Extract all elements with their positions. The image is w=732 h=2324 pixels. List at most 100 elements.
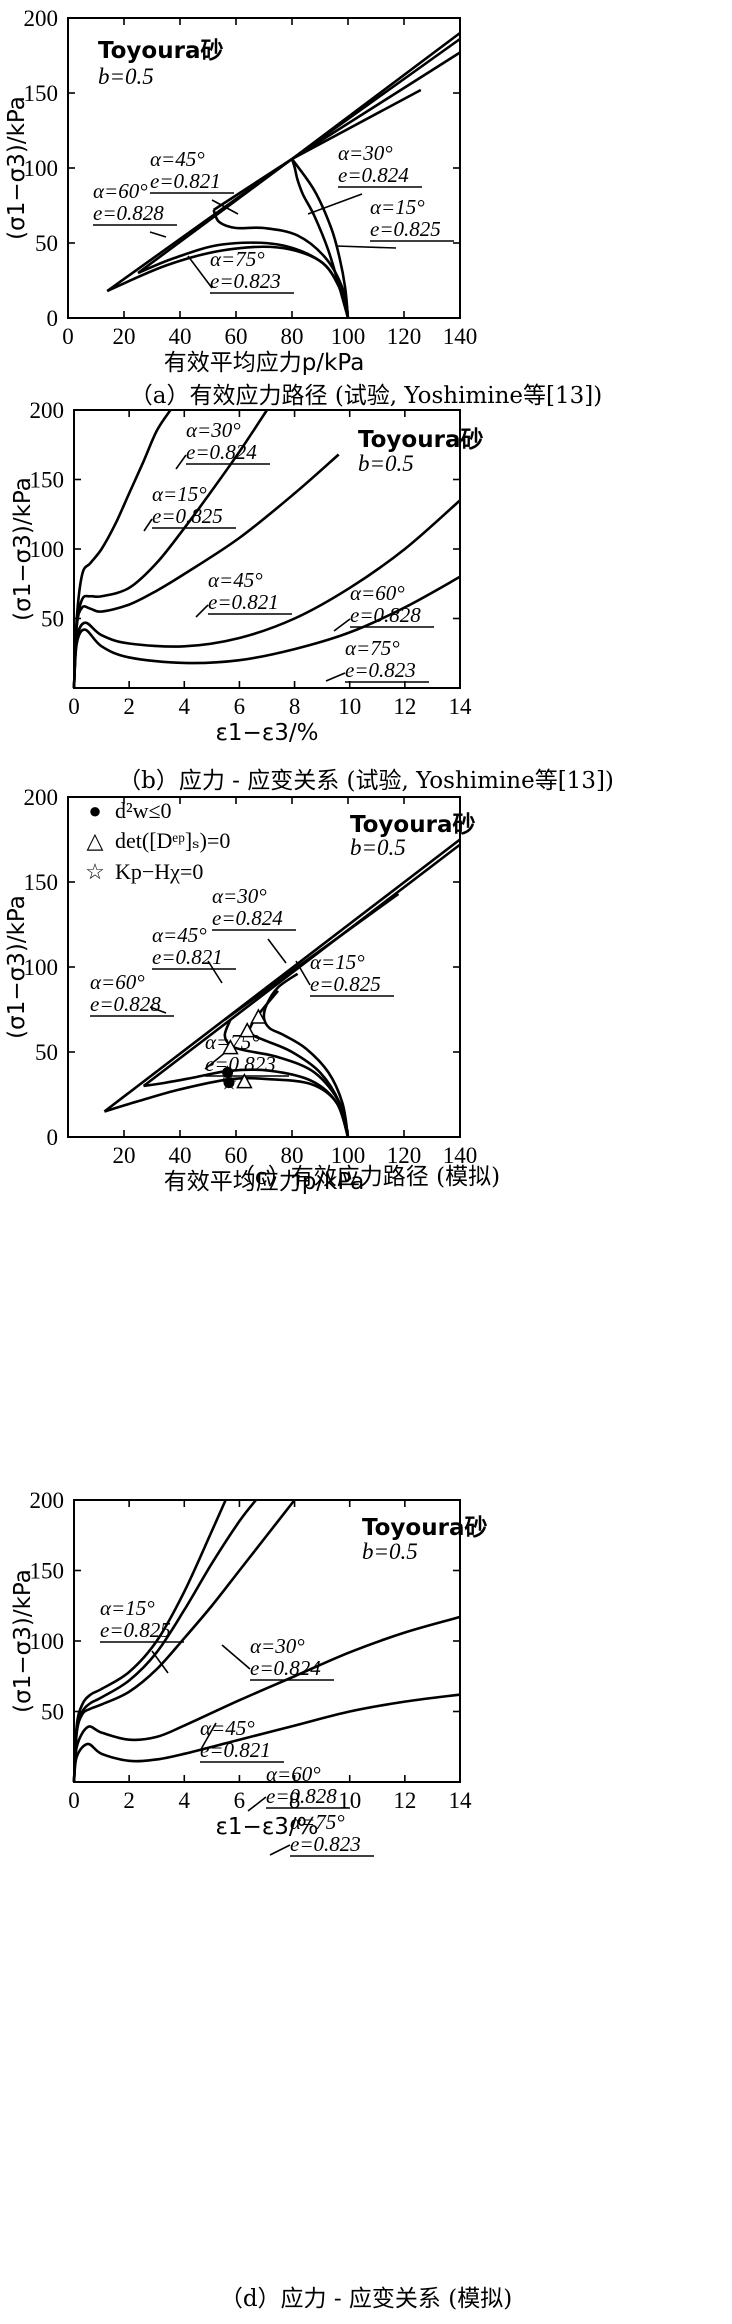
x-tick-label: 40 (169, 324, 192, 349)
series-label-alpha: α=30° (338, 141, 393, 165)
x-tick-label: 4 (179, 1788, 191, 1813)
series-label-leader (269, 1844, 291, 1856)
caption-a: （a）有效应力路径 (试验, Yoshimine等[13]) (129, 383, 603, 409)
y-tick-label: 150 (30, 468, 65, 493)
series-label-alpha: α=75° (290, 1810, 345, 1834)
caption-c: （c）有效应力路径 (模拟) (231, 1164, 501, 1190)
caption-d: （d）应力 - 应变关系 (模拟) (219, 2286, 513, 2312)
x-tick-label: 100 (331, 1143, 366, 1168)
y-axis-label: (σ1−σ3)/kPa (4, 895, 30, 1039)
failure-line (212, 51, 461, 212)
series-label-e: e=0.821 (152, 945, 223, 969)
y-tick-label: 50 (41, 1700, 64, 1725)
series-label-e: e=0.825 (310, 972, 381, 996)
b-label: b=0.5 (350, 835, 406, 860)
series-label-alpha: α=45° (150, 147, 205, 171)
legend-marker: ☆ (85, 859, 105, 884)
x-tick-label: 80 (281, 1143, 304, 1168)
x-tick-label: 120 (387, 324, 422, 349)
series-label-alpha: α=60° (350, 581, 405, 605)
series-label-e: e=0.821 (150, 169, 221, 193)
series-line (72, 1693, 461, 1783)
failure-line (291, 88, 422, 161)
legend-label: Kp−Hχ=0 (115, 859, 203, 884)
x-tick-label: 80 (281, 324, 304, 349)
series-line (72, 1499, 227, 1783)
x-tick-label: 14 (449, 1788, 473, 1813)
x-tick-label: 14 (449, 694, 473, 719)
series-label-leader (149, 231, 167, 238)
failure-line (224, 892, 400, 1021)
series-line (72, 409, 269, 689)
series-line (262, 972, 350, 1138)
series-label-alpha: α=15° (152, 482, 207, 506)
series-label-e: e=0.824 (212, 906, 283, 930)
y-tick-label: 150 (24, 81, 59, 106)
series-label-e: e=0.823 (290, 1832, 361, 1856)
det-marker (250, 1008, 267, 1024)
x-tick-label: 8 (289, 1788, 301, 1813)
caption-b: （b）应力 - 应变关系 (试验, Yoshimine等[13]) (118, 768, 614, 794)
x-tick-label: 6 (234, 1788, 246, 1813)
y-tick-label: 200 (24, 6, 59, 31)
panel-b: 0 2 4 6 8 10 12 14 50 100 150 200 ε1−ε3/% (σ1−σ3)/kPa… (0, 395, 732, 795)
series-label-leader (211, 199, 239, 215)
panel-c: 20 40 60 80 100 120 140 0 50 100 150 200 有效平均应力p/kPa… (0, 785, 732, 1195)
sand-label: Toyoura砂 (350, 812, 475, 838)
x-tick-label: 10 (338, 694, 361, 719)
y-tick-label: 200 (30, 398, 65, 423)
y-tick-label: 0 (47, 306, 59, 331)
series-label-alpha: α=15° (310, 950, 365, 974)
x-tick-label: 0 (68, 694, 80, 719)
series-label-leader (267, 938, 287, 964)
y-tick-label: 100 (30, 537, 65, 562)
x-tick-label: 6 (234, 694, 246, 719)
series-label-e: e=0.823 (210, 269, 281, 293)
series-label-alpha: α=30° (212, 884, 267, 908)
series-label-leader (187, 255, 213, 289)
d2w-marker (222, 1066, 234, 1078)
x-tick-label: 60 (225, 1143, 248, 1168)
x-tick-label: 2 (123, 1788, 135, 1813)
series-label-alpha: α=75° (345, 636, 400, 660)
d2w-marker (223, 1077, 235, 1089)
series-label-e: e=0.823 (205, 1052, 276, 1076)
x-tick-label: 140 (443, 324, 478, 349)
series-line (72, 499, 461, 689)
series-label-leader (199, 1722, 217, 1752)
det-marker (238, 1022, 256, 1038)
x-tick-label: 20 (113, 324, 136, 349)
x-tick-label: 8 (289, 694, 301, 719)
series-label-leader (149, 1006, 167, 1014)
series-label-e: e=0.828 (266, 1784, 337, 1808)
series-label-leader (333, 618, 351, 632)
series-label-e: e=0.823 (345, 658, 416, 682)
x-axis-label: 有效平均应力p/kPa (164, 1169, 365, 1195)
series-label-e: e=0.824 (186, 440, 257, 464)
series-label-leader (325, 672, 346, 682)
series-label-alpha: α=75° (210, 247, 265, 271)
x-axis-label: ε1−ε3/% (215, 1814, 318, 1840)
y-tick-label: 150 (30, 1559, 65, 1584)
y-tick-label: 150 (24, 870, 59, 895)
series-label-e: e=0.828 (93, 201, 164, 225)
series-label-leader (247, 1796, 267, 1812)
series-line (72, 1499, 296, 1783)
series-label-e: e=0.824 (250, 1656, 321, 1680)
x-tick-label: 120 (387, 1143, 422, 1168)
series-label-e: e=0.824 (338, 163, 409, 187)
sand-label: Toyoura砂 (358, 427, 483, 453)
series-label-alpha: α=30° (186, 418, 241, 442)
sand-label: Toyoura砂 (362, 1515, 487, 1541)
series-line (72, 1615, 461, 1783)
series-line (106, 245, 350, 319)
series-label-leader (295, 960, 311, 986)
x-tick-label: 12 (393, 1788, 416, 1813)
series-label-alpha: α=15° (100, 1596, 155, 1620)
series-line (290, 158, 350, 319)
x-tick-label: 60 (225, 324, 248, 349)
x-axis-label: 有效平均应力p/kPa (164, 350, 365, 376)
x-tick-label: 40 (169, 1143, 192, 1168)
legend-marker: △ (87, 828, 104, 853)
series-line (72, 1499, 257, 1783)
